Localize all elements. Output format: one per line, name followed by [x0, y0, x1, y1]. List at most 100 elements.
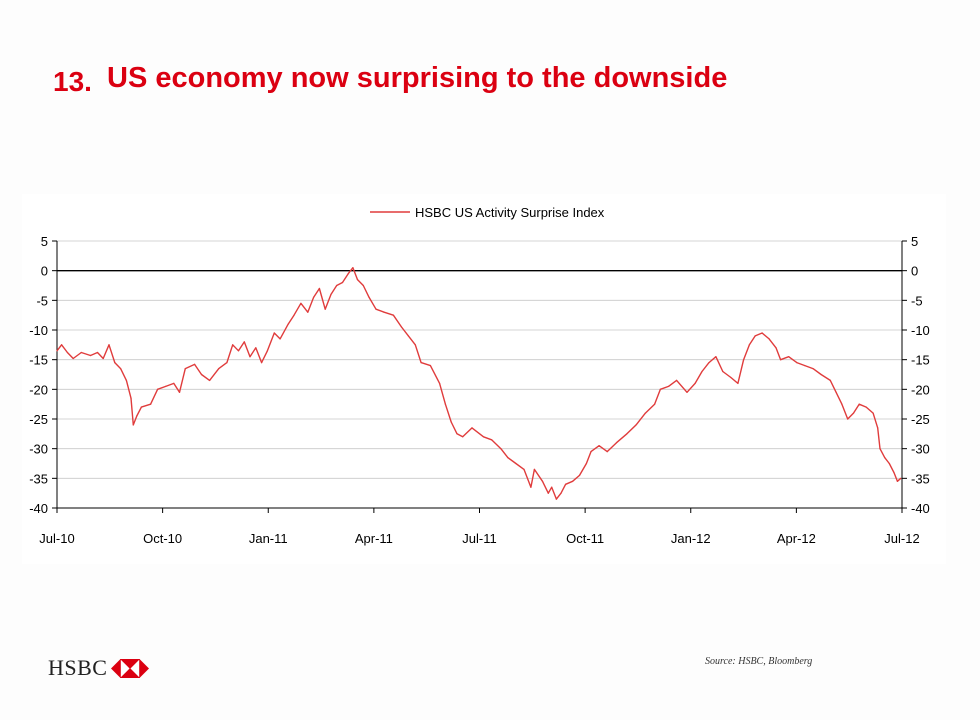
data-point [324, 308, 326, 310]
data-point [578, 474, 581, 476]
data-point [330, 293, 332, 295]
data-point [255, 347, 257, 349]
data-point [125, 379, 127, 381]
chart-panel: 5 5 0 0 -5 -5 -10 -10 -15 -15 -20 -20 -25 -25 -30 -30 -3… [22, 194, 946, 564]
series-line [56, 267, 902, 500]
data-point [218, 368, 220, 370]
data-point [136, 415, 138, 417]
data-point [462, 436, 464, 438]
data-point [313, 296, 315, 298]
data-point [456, 433, 458, 435]
data-point [626, 433, 628, 435]
data-point [471, 427, 473, 429]
data-point [279, 338, 281, 340]
data-point [140, 406, 142, 408]
data-point [444, 403, 446, 405]
right-y-tick-label: -5 [911, 293, 923, 308]
data-point [754, 335, 756, 337]
data-point [439, 382, 441, 384]
data-point [392, 314, 394, 316]
x-tick-label: Oct-11 [566, 531, 604, 546]
data-point [89, 354, 92, 357]
data-point [341, 281, 344, 284]
data-point [676, 379, 678, 381]
series-layer [56, 267, 902, 500]
chart-legend: HSBC US Activity Surprise Index [370, 205, 605, 220]
right-y-tick-label: 0 [911, 264, 918, 279]
left-y-tick-label: -40 [29, 501, 48, 516]
left-y-tick-label: -35 [29, 471, 48, 486]
data-point [243, 341, 245, 343]
data-point [533, 468, 535, 470]
data-point [858, 403, 860, 405]
data-point [300, 302, 302, 304]
data-point [375, 308, 377, 310]
right-y-tick-label: 5 [911, 234, 918, 249]
data-point [743, 359, 745, 361]
logo-text: HSBC [48, 655, 108, 680]
data-point [659, 388, 662, 390]
data-point [900, 477, 902, 479]
data-point [515, 462, 517, 465]
data-point [547, 492, 549, 494]
data-point [157, 388, 159, 390]
data-point [194, 363, 196, 365]
data-point [835, 391, 837, 393]
data-point [896, 480, 899, 482]
hsbc-logo: HSBC [48, 655, 150, 681]
data-point [872, 412, 874, 414]
left-y-tick-label: -25 [29, 412, 48, 427]
data-point [768, 338, 770, 340]
axis-layer: 5 5 0 0 -5 -5 -10 -10 -15 -15 -20 -20 -25 -25 -30 -30 -3… [29, 234, 930, 546]
data-point [200, 373, 203, 376]
data-point [523, 468, 525, 470]
data-point [565, 483, 567, 485]
data-point [804, 365, 806, 367]
data-point [209, 379, 211, 381]
data-point [715, 356, 717, 358]
legend-label: HSBC US Activity Surprise Index [415, 205, 605, 220]
left-y-tick-label: -30 [29, 442, 48, 457]
data-point [420, 362, 422, 364]
data-point [184, 368, 186, 370]
data-point [841, 403, 843, 405]
data-point [72, 357, 74, 360]
data-point [572, 480, 574, 482]
data-point [748, 344, 751, 346]
data-point [293, 314, 295, 316]
data-point [893, 471, 895, 473]
data-point [237, 350, 240, 352]
data-point [61, 344, 63, 346]
data-point [852, 412, 855, 414]
surprise-index-chart: 5 5 0 0 -5 -5 -10 -10 -15 -15 -20 -20 -25 -25 -30 -30 -3… [29, 205, 930, 546]
right-y-tick-label: -30 [911, 442, 930, 457]
data-point [667, 385, 670, 387]
data-point [368, 296, 370, 298]
hexagon-logo-icon [111, 658, 150, 678]
data-point [261, 362, 263, 364]
source-note: Source: HSBC, Bloomberg [705, 656, 813, 667]
x-tick-label: Jul-12 [884, 531, 919, 546]
data-point [80, 351, 82, 354]
data-point [491, 439, 493, 441]
data-point [722, 370, 724, 373]
data-point [555, 498, 558, 500]
right-y-tick-label: -35 [911, 471, 930, 486]
data-point [356, 279, 359, 281]
right-y-tick-label: -15 [911, 353, 930, 368]
data-point [796, 362, 798, 364]
data-point [635, 424, 637, 426]
right-y-tick-label: -40 [911, 501, 930, 516]
data-point [829, 379, 831, 381]
data-point [266, 350, 268, 352]
slide-title: US economy now surprising to the downsid… [107, 62, 728, 94]
data-point [232, 344, 234, 346]
x-tick-label: Jan-12 [671, 531, 711, 546]
x-tick-label: Oct-10 [143, 531, 182, 546]
x-tick-label: Apr-12 [777, 531, 816, 546]
data-point [307, 311, 309, 313]
data-point [654, 403, 656, 405]
data-point [407, 335, 409, 337]
data-point [644, 412, 647, 414]
data-point [150, 403, 152, 405]
